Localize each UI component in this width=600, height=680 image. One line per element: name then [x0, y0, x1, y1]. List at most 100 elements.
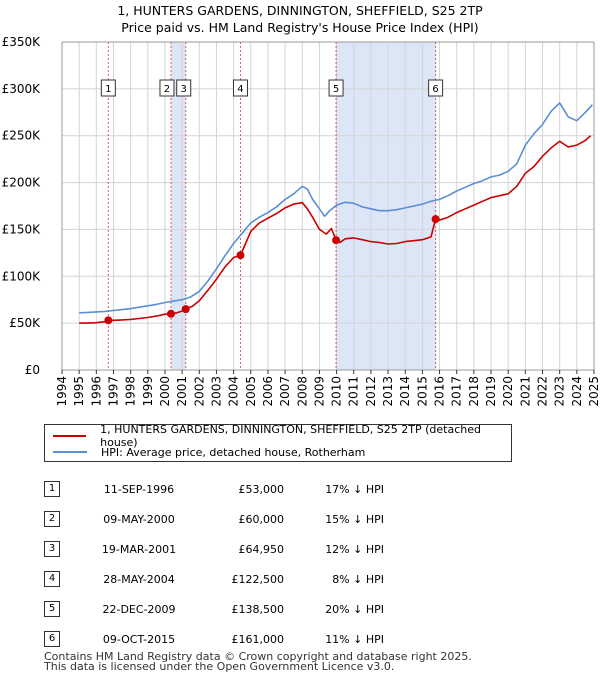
x-tick-label: 2006	[261, 376, 275, 407]
x-tick-label: 2002	[192, 376, 206, 407]
sale-price: £64,950	[238, 542, 285, 556]
footer-licence: This data is licensed under the Open Gov…	[44, 660, 395, 673]
sale-price: £161,000	[231, 632, 285, 646]
legend-label-hpi: HPI: Average price, detached house, Roth…	[101, 445, 366, 459]
x-tick-label: 2013	[381, 376, 395, 407]
sale-price: £122,500	[231, 572, 285, 586]
table-row: 1 11-SEP-1996 £53,000 17% ↓ HPI	[44, 474, 384, 504]
sale-hpi-diff: 8% ↓ HPI	[332, 572, 384, 586]
sale-number-badge: 2	[44, 511, 60, 527]
sale-price: £53,000	[238, 482, 285, 496]
table-row: 5 22-DEC-2009 £138,500 20% ↓ HPI	[44, 594, 384, 624]
x-tick-label: 2004	[227, 376, 241, 407]
x-tick-label: 2025	[587, 376, 600, 407]
x-tick-label: 2016	[433, 376, 447, 407]
legend-item-property: 1, HUNTERS GARDENS, DINNINGTON, SHEFFIEL…	[53, 423, 511, 449]
plot-frame	[61, 41, 595, 371]
x-tick-label: 2007	[278, 376, 292, 407]
legend-item-hpi: HPI: Average price, detached house, Roth…	[53, 444, 365, 460]
sale-number-box	[232, 79, 248, 97]
sale-hpi-diff: 17% ↓ HPI	[325, 482, 384, 496]
x-tick-label: 2008	[295, 376, 309, 407]
shaded-span	[336, 42, 436, 370]
sale-point	[166, 309, 175, 318]
sale-date: 22-DEC-2009	[102, 602, 176, 616]
sale-number-badge: 5	[44, 601, 60, 617]
sale-date: 09-MAY-2000	[103, 512, 175, 526]
legend-label-property: 1, HUNTERS GARDENS, DINNINGTON, SHEFFIEL…	[100, 423, 481, 449]
series-line-hpi	[79, 102, 593, 314]
y-tick-label: £250K	[2, 129, 42, 143]
sale-date: 09-OCT-2015	[102, 632, 176, 646]
table-row: 2 09-MAY-2000 £60,000 15% ↓ HPI	[44, 504, 384, 534]
sale-number-label: 4	[237, 84, 243, 95]
y-tick-label: £0	[25, 363, 40, 377]
y-tick-label: £300K	[2, 82, 42, 96]
sale-price: £138,500	[231, 602, 285, 616]
x-tick-label: 2022	[536, 376, 550, 407]
sale-point	[104, 316, 113, 325]
x-tick-label: 2023	[553, 376, 567, 407]
sale-price: £60,000	[238, 512, 285, 526]
sale-date: 19-MAR-2001	[101, 542, 177, 556]
sale-number-label: 1	[105, 84, 111, 95]
sale-number-box	[428, 79, 444, 97]
table-row: 3 19-MAR-2001 £64,950 12% ↓ HPI	[44, 534, 384, 564]
sale-date: 11-SEP-1996	[103, 482, 175, 496]
sale-number-box	[176, 79, 192, 97]
x-tick-label: 1994	[55, 376, 69, 407]
sale-hpi-diff: 11% ↓ HPI	[325, 632, 384, 646]
sale-hpi-diff: 15% ↓ HPI	[325, 512, 384, 526]
sale-number-box	[100, 79, 116, 97]
x-tick-label: 2005	[244, 376, 258, 407]
sale-point	[236, 251, 245, 260]
x-tick-label: 2000	[158, 376, 172, 407]
x-tick-label: 2020	[501, 376, 515, 407]
sale-number-label: 6	[432, 84, 438, 95]
x-tick-label: 2024	[570, 376, 584, 407]
legend-swatch-hpi	[53, 451, 87, 453]
x-tick-label: 1997	[106, 376, 120, 407]
x-tick-label: 2009	[312, 376, 326, 407]
legend: 1, HUNTERS GARDENS, DINNINGTON, SHEFFIEL…	[44, 423, 512, 462]
x-tick-label: 2014	[398, 376, 412, 407]
chart-title-line2: Price paid vs. HM Land Registry's House …	[121, 20, 479, 35]
chart-title: 1, HUNTERS GARDENS, DINNINGTON, SHEFFIEL…	[0, 2, 600, 36]
y-tick-label: £150K	[2, 222, 42, 236]
table-row: 4 28-MAY-2004 £122,500 8% ↓ HPI	[44, 564, 384, 594]
sale-hpi-diff: 20% ↓ HPI	[325, 602, 384, 616]
sale-number-badge: 4	[44, 571, 60, 587]
chart-title-line1: 1, HUNTERS GARDENS, DINNINGTON, SHEFFIEL…	[117, 3, 483, 18]
x-tick-label: 1995	[72, 376, 86, 407]
legend-swatch-property	[53, 435, 87, 437]
x-tick-label: 2003	[209, 376, 223, 407]
y-tick-label: £350K	[2, 35, 42, 49]
y-tick-label: £50K	[9, 316, 41, 330]
sale-number-label: 5	[333, 84, 339, 95]
sale-number-box	[159, 79, 175, 97]
x-tick-label: 2015	[415, 376, 429, 407]
sale-number-badge: 6	[44, 631, 60, 647]
footer-copyright: Contains HM Land Registry data © Crown c…	[44, 650, 472, 663]
x-tick-label: 2019	[484, 376, 498, 407]
sale-number-box	[328, 79, 344, 97]
sale-point	[181, 305, 190, 314]
sale-point	[431, 215, 440, 224]
x-tick-label: 2018	[467, 376, 481, 407]
sale-number-label: 3	[181, 84, 187, 95]
sale-date: 28-MAY-2004	[103, 572, 175, 586]
sale-point	[332, 236, 341, 245]
x-tick-label: 2011	[347, 376, 361, 407]
sale-number-badge: 3	[44, 541, 60, 557]
footer: Contains HM Land Registry data © Crown c…	[44, 650, 472, 673]
y-tick-label: £100K	[2, 269, 42, 283]
x-tick-label: 1998	[124, 376, 138, 407]
x-tick-label: 2012	[364, 376, 378, 407]
sale-number-badge: 1	[44, 481, 60, 497]
x-tick-label: 1999	[141, 376, 155, 407]
sale-hpi-diff: 12% ↓ HPI	[325, 542, 384, 556]
x-tick-label: 2021	[518, 376, 532, 407]
sale-number-label: 2	[164, 84, 170, 95]
x-tick-label: 2001	[175, 376, 189, 407]
